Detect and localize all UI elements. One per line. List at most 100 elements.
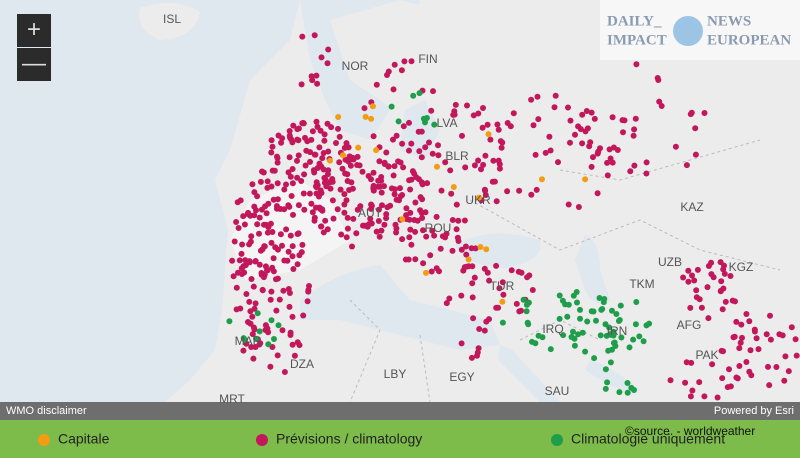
legend-dot — [256, 434, 268, 446]
station-dot — [582, 348, 589, 355]
station-dot — [243, 291, 250, 297]
station-dot — [698, 304, 705, 311]
station-dot — [483, 246, 490, 253]
station-dot — [418, 154, 425, 161]
station-dot — [287, 232, 294, 239]
station-dot — [422, 209, 429, 216]
station-dot — [609, 159, 616, 166]
station-dot — [453, 226, 460, 233]
station-dot — [290, 266, 297, 272]
station-dot — [496, 285, 503, 292]
station-dot — [486, 277, 493, 284]
country-label: TUR — [490, 279, 515, 293]
station-dot — [564, 313, 571, 320]
disclaimer[interactable]: WMO disclaimer — [6, 405, 87, 417]
station-dot — [616, 389, 623, 396]
station-dot — [340, 152, 346, 159]
country-label: IRN — [607, 324, 628, 338]
station-dot — [461, 217, 468, 224]
station-dot — [326, 179, 333, 186]
station-dot — [458, 340, 465, 347]
station-dot — [575, 331, 582, 338]
station-dot — [475, 110, 482, 117]
country-label: PAK — [695, 348, 718, 362]
station-dot — [283, 226, 290, 233]
station-dot — [249, 181, 256, 188]
legend-bar — [0, 420, 800, 458]
station-dot — [375, 183, 381, 190]
station-dot — [719, 306, 726, 313]
station-dot — [640, 338, 647, 345]
station-dot — [572, 131, 578, 138]
station-dot — [296, 252, 303, 259]
station-dot — [753, 335, 760, 342]
zoom-out[interactable]: — — [17, 48, 51, 81]
red-sea — [498, 345, 560, 402]
zoom-in[interactable]: + — [17, 14, 51, 47]
station-dot — [289, 139, 296, 146]
station-dot — [267, 296, 274, 303]
station-dot — [667, 377, 674, 384]
station-dot — [254, 310, 261, 317]
station-dot — [420, 260, 427, 267]
station-dot — [378, 189, 385, 196]
station-dot — [570, 328, 576, 335]
station-dot — [406, 234, 413, 241]
country-label: AUT — [358, 206, 383, 220]
station-dot — [717, 259, 724, 266]
station-dot — [305, 288, 312, 295]
station-dot — [552, 92, 559, 99]
station-dot — [631, 387, 637, 393]
station-dot — [435, 152, 442, 159]
country-label: TKM — [629, 277, 654, 291]
station-dot — [499, 298, 506, 305]
station-dot — [251, 212, 258, 219]
station-dot — [688, 359, 695, 366]
station-dot — [523, 308, 530, 315]
legend-label: Climatologie uniquement — [571, 431, 725, 447]
station-dot — [593, 317, 599, 324]
station-dot — [399, 192, 406, 198]
station-dot — [691, 277, 698, 284]
station-dot — [357, 203, 364, 210]
station-dot — [286, 128, 293, 134]
station-dot — [423, 233, 430, 240]
station-dot — [424, 180, 431, 187]
station-dot — [495, 157, 502, 164]
station-dot — [353, 230, 360, 237]
station-dot — [571, 335, 578, 342]
station-dot — [391, 191, 398, 198]
station-dot — [582, 176, 589, 183]
station-dot — [448, 190, 455, 197]
station-dot — [508, 267, 515, 274]
station-dot — [311, 32, 318, 39]
station-dot — [274, 352, 281, 359]
station-dot — [465, 263, 472, 270]
station-dot — [567, 117, 574, 124]
station-dot — [720, 266, 727, 273]
station-dot — [316, 144, 323, 151]
station-dot — [294, 126, 301, 133]
station-dot — [763, 331, 770, 338]
station-dot — [565, 201, 572, 208]
station-dot — [359, 168, 366, 175]
station-dot — [333, 140, 339, 146]
station-dot — [307, 158, 313, 165]
station-dot — [692, 151, 699, 158]
station-dot — [680, 274, 687, 281]
station-dot — [289, 253, 296, 260]
station-dot — [256, 230, 262, 237]
station-dot — [443, 230, 450, 237]
station-dot — [487, 136, 494, 143]
station-dot — [277, 231, 284, 238]
station-dot — [304, 298, 311, 305]
station-dot — [733, 318, 740, 325]
station-dot — [705, 315, 712, 322]
station-dot — [601, 296, 608, 302]
station-dot — [295, 152, 302, 159]
station-dot — [240, 335, 247, 342]
station-dot — [604, 159, 611, 166]
station-dot — [249, 313, 256, 320]
station-dot — [262, 322, 269, 329]
station-dot — [606, 146, 613, 153]
